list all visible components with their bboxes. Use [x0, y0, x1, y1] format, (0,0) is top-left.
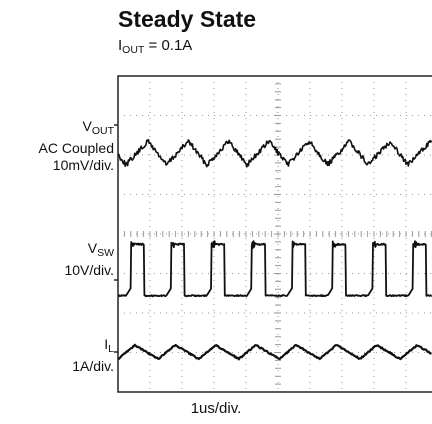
- subtitle-subscript: OUT: [122, 44, 145, 56]
- vout-coupling-label: AC Coupled: [38, 140, 115, 156]
- vout-scale-label: 10mV/div.: [52, 157, 114, 173]
- plot-frame: [117, 75, 432, 393]
- x-axis-label: 1us/div.: [190, 400, 242, 417]
- chart-subtitle: IOUT = 0.1A: [118, 37, 192, 56]
- il-channel-label: IL 1A/div.: [72, 336, 114, 375]
- vsw-scale-label: 10V/div.: [64, 262, 114, 278]
- vsw-label-name: VSW: [87, 240, 114, 259]
- vout-channel-label: VOUT AC Coupled 10mV/div.: [39, 118, 115, 174]
- chart-title: Steady State: [118, 6, 257, 32]
- il-label-name: IL: [104, 336, 114, 355]
- vout-label-name: VOUT: [82, 118, 114, 137]
- il-trace: [117, 343, 432, 361]
- subtitle-main: I: [118, 37, 123, 54]
- vsw-channel-label: VSW 10V/div.: [64, 240, 114, 279]
- vout-trace: [117, 138, 432, 168]
- il-scale-label: 1A/div.: [72, 358, 114, 374]
- vsw-trace: [117, 240, 432, 298]
- subtitle-value: = 0.1A: [144, 37, 193, 54]
